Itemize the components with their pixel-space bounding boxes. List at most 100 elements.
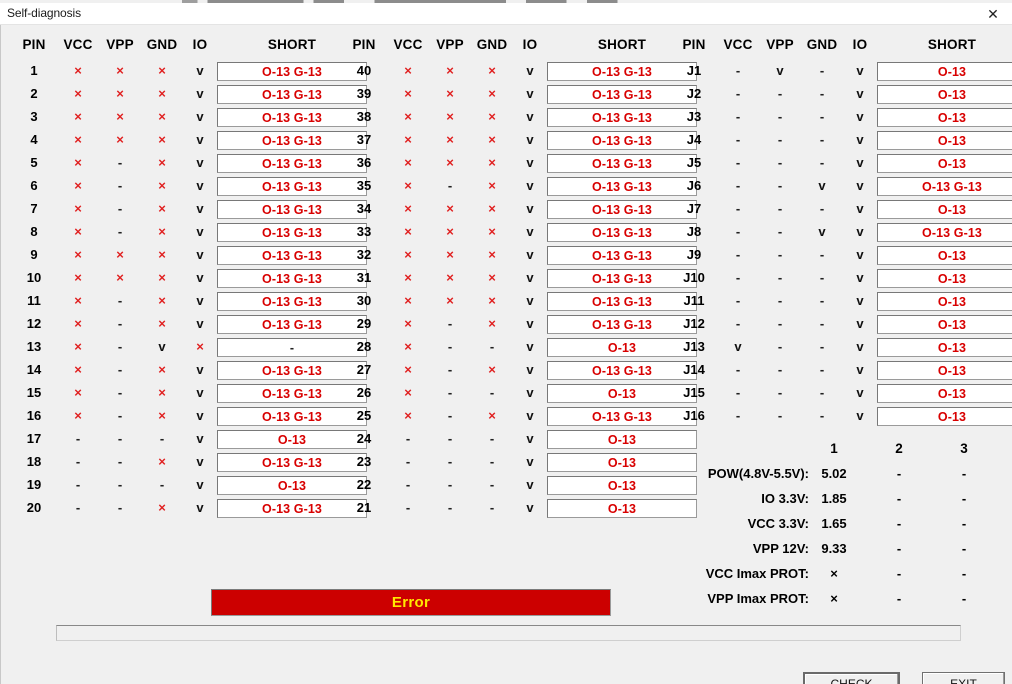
short-field[interactable]: O-13 G-13	[547, 131, 697, 150]
gnd-status: ×	[488, 316, 496, 331]
short-field[interactable]: O-13 G-13	[547, 177, 697, 196]
short-field[interactable]: O-13	[217, 476, 367, 495]
short-field[interactable]: O-13 G-13	[877, 223, 1012, 242]
short-field[interactable]: O-13	[877, 85, 1012, 104]
short-field[interactable]: O-13 G-13	[547, 85, 697, 104]
short-field[interactable]: O-13	[877, 407, 1012, 426]
short-field[interactable]: O-13	[547, 430, 697, 449]
short-field[interactable]: O-13	[877, 246, 1012, 265]
pin-number: 22	[356, 477, 372, 492]
short-field[interactable]: O-13 G-13	[217, 85, 367, 104]
short-field[interactable]: O-13	[547, 338, 697, 357]
pin-number: 13	[26, 339, 42, 354]
header-vcc: VCC	[723, 37, 753, 52]
short-field[interactable]: O-13 G-13	[547, 108, 697, 127]
check-button[interactable]: CHECK	[803, 672, 900, 684]
short-field[interactable]: O-13 G-13	[217, 177, 367, 196]
gnd-status: v	[818, 178, 826, 193]
vcc-status: ×	[404, 201, 412, 216]
short-field[interactable]: O-13 G-13	[217, 154, 367, 173]
short-field[interactable]: O-13	[877, 108, 1012, 127]
io-status: v	[196, 132, 204, 147]
table-row: 17 - - - v O-13	[11, 429, 367, 452]
gnd-status: -	[819, 339, 825, 354]
short-field[interactable]: O-13 G-13	[217, 499, 367, 518]
short-field[interactable]: O-13	[547, 476, 697, 495]
short-field[interactable]: O-13	[877, 361, 1012, 380]
table-row: 3 × × × v O-13 G-13	[11, 107, 367, 130]
vcc-status: -	[735, 408, 741, 423]
short-field[interactable]: O-13 G-13	[217, 361, 367, 380]
vcc-status: -	[735, 86, 741, 101]
short-field[interactable]: O-13	[877, 315, 1012, 334]
short-field[interactable]: O-13	[877, 269, 1012, 288]
vpp-status: -	[777, 155, 783, 170]
short-field[interactable]: O-13	[547, 499, 697, 518]
table-row: 14 × - × v O-13 G-13	[11, 360, 367, 383]
close-icon[interactable]: ✕	[987, 5, 999, 22]
short-field[interactable]: O-13 G-13	[547, 246, 697, 265]
short-field[interactable]: O-13	[877, 154, 1012, 173]
vpp-status: ×	[446, 224, 454, 239]
table-row: 26 × - - v O-13	[341, 383, 697, 406]
io-status: v	[196, 201, 204, 216]
short-field[interactable]: O-13 G-13	[217, 384, 367, 403]
pin-number: 29	[356, 316, 372, 331]
pin-number: J5	[686, 155, 702, 170]
table-row: J10 - - - v O-13	[671, 268, 1012, 291]
vcc-status: -	[75, 500, 81, 515]
short-field[interactable]: O-13 G-13	[547, 223, 697, 242]
short-field[interactable]: O-13 G-13	[877, 177, 1012, 196]
short-field[interactable]: O-13	[547, 453, 697, 472]
table-row: 39 × × × v O-13 G-13	[341, 84, 697, 107]
io-status: v	[526, 454, 534, 469]
gnd-status: ×	[158, 178, 166, 193]
short-field[interactable]: O-13 G-13	[217, 62, 367, 81]
short-field[interactable]: O-13 G-13	[547, 154, 697, 173]
short-field[interactable]: O-13 G-13	[217, 223, 367, 242]
short-field[interactable]: O-13	[877, 292, 1012, 311]
vcc-status: ×	[74, 132, 82, 147]
short-field[interactable]: O-13	[547, 384, 697, 403]
table-row: 38 × × × v O-13 G-13	[341, 107, 697, 130]
short-field[interactable]: -	[217, 338, 367, 357]
short-field[interactable]: O-13	[217, 430, 367, 449]
short-field[interactable]: O-13 G-13	[217, 131, 367, 150]
measurement-value-2: -	[896, 466, 902, 481]
pin-number: 17	[26, 431, 42, 446]
short-field[interactable]: O-13	[877, 131, 1012, 150]
short-field[interactable]: O-13 G-13	[217, 246, 367, 265]
short-field[interactable]: O-13	[877, 62, 1012, 81]
measurement-header-row: 1 2 3	[679, 440, 1009, 465]
short-field[interactable]: O-13	[877, 338, 1012, 357]
short-field[interactable]: O-13 G-13	[217, 407, 367, 426]
short-field[interactable]: O-13 G-13	[547, 315, 697, 334]
exit-button[interactable]: EXIT	[922, 672, 1005, 684]
short-field[interactable]: O-13 G-13	[217, 453, 367, 472]
header-short: SHORT	[267, 37, 317, 52]
measurement-label: VCC Imax PROT:	[705, 566, 809, 581]
short-field[interactable]: O-13 G-13	[217, 315, 367, 334]
pin-number: J16	[683, 408, 705, 423]
short-field[interactable]: O-13 G-13	[547, 361, 697, 380]
io-status: v	[856, 63, 864, 78]
short-field[interactable]: O-13 G-13	[217, 292, 367, 311]
short-field[interactable]: O-13 G-13	[217, 269, 367, 288]
short-field[interactable]: O-13 G-13	[547, 62, 697, 81]
short-field[interactable]: O-13 G-13	[547, 200, 697, 219]
io-status: v	[526, 178, 534, 193]
short-field[interactable]: O-13	[877, 200, 1012, 219]
pin-number: 26	[356, 385, 372, 400]
short-field[interactable]: O-13 G-13	[547, 269, 697, 288]
table-row: 25 × - × v O-13 G-13	[341, 406, 697, 429]
vpp-status: ×	[116, 270, 124, 285]
short-field[interactable]: O-13 G-13	[217, 200, 367, 219]
table-row: 7 × - × v O-13 G-13	[11, 199, 367, 222]
gnd-status: ×	[488, 362, 496, 377]
short-field[interactable]: O-13 G-13	[547, 292, 697, 311]
short-field[interactable]: O-13 G-13	[547, 407, 697, 426]
short-field[interactable]: O-13	[877, 384, 1012, 403]
short-field[interactable]: O-13 G-13	[217, 108, 367, 127]
io-status: v	[856, 247, 864, 262]
vcc-status: ×	[404, 86, 412, 101]
